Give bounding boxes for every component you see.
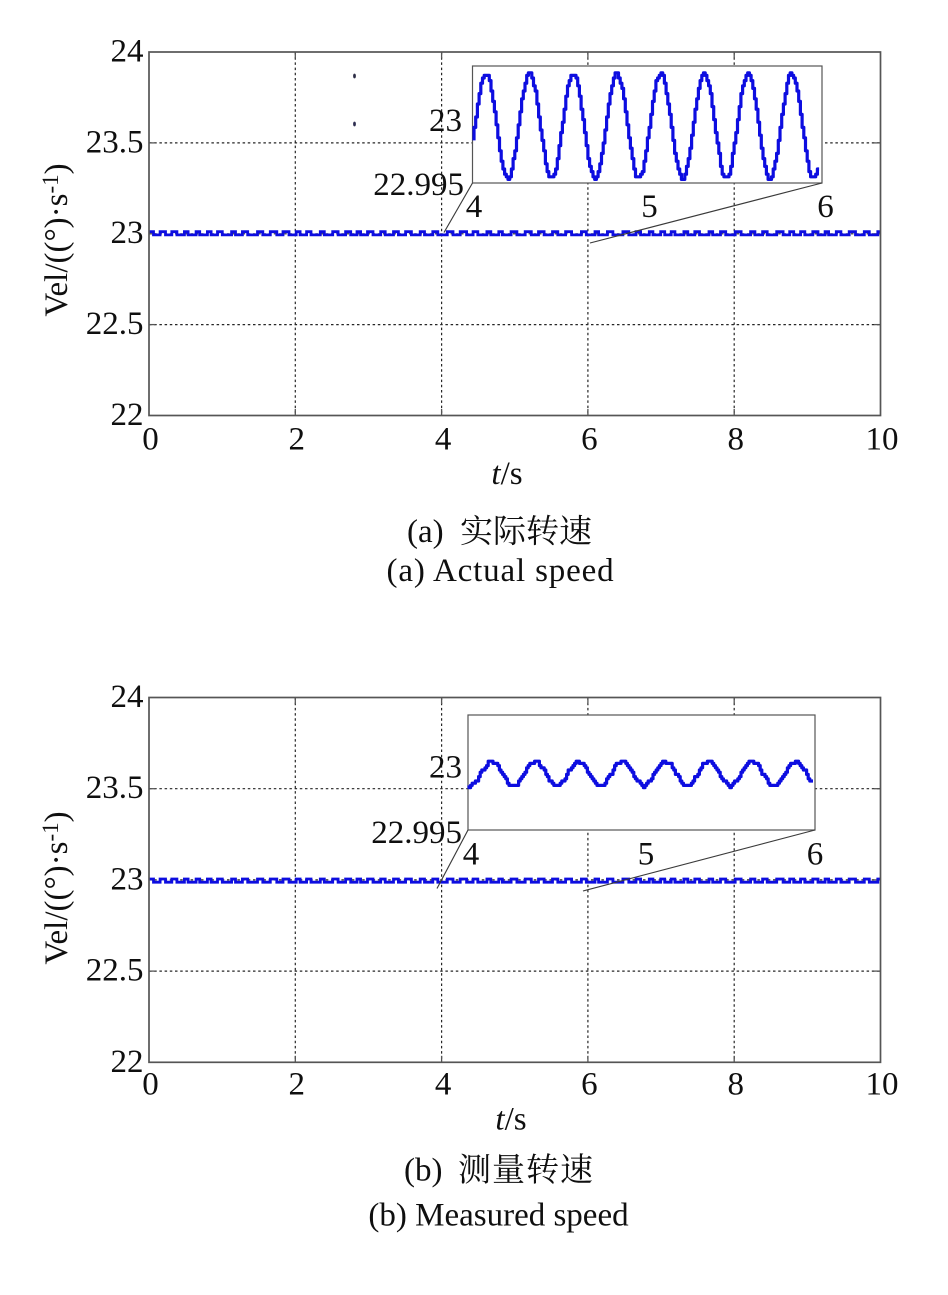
svg-text:22.995: 22.995 xyxy=(371,815,462,851)
svg-text:(b): (b) xyxy=(404,1153,442,1189)
svg-text:22.5: 22.5 xyxy=(86,953,144,989)
svg-text:(b) Measured speed: (b) Measured speed xyxy=(368,1198,629,1234)
svg-text:6: 6 xyxy=(581,1067,598,1103)
svg-text:(a) Actual speed: (a) Actual speed xyxy=(386,553,614,589)
svg-text:0: 0 xyxy=(142,1067,159,1103)
svg-text:23: 23 xyxy=(111,861,144,897)
svg-text:22.995: 22.995 xyxy=(373,167,464,203)
svg-text:5: 5 xyxy=(641,189,658,225)
svg-text:24: 24 xyxy=(111,34,144,70)
svg-text:24: 24 xyxy=(111,679,144,715)
svg-text:t/s: t/s xyxy=(495,1102,526,1138)
svg-text:6: 6 xyxy=(817,189,834,225)
svg-text:8: 8 xyxy=(727,422,744,458)
svg-text:23: 23 xyxy=(111,215,144,251)
svg-text:t/s: t/s xyxy=(491,456,522,492)
svg-text:23: 23 xyxy=(429,750,462,786)
svg-text:6: 6 xyxy=(807,837,824,873)
svg-text:6: 6 xyxy=(581,422,598,458)
svg-text:4: 4 xyxy=(435,422,452,458)
svg-text:2: 2 xyxy=(289,422,306,458)
svg-text:22.5: 22.5 xyxy=(86,306,144,342)
svg-text:5: 5 xyxy=(638,837,655,873)
svg-text:23.5: 23.5 xyxy=(86,124,144,160)
svg-text:23: 23 xyxy=(429,103,462,139)
svg-text:23.5: 23.5 xyxy=(86,770,144,806)
svg-text:10: 10 xyxy=(866,422,899,458)
svg-text:(a): (a) xyxy=(407,514,444,550)
svg-text:8: 8 xyxy=(727,1067,744,1103)
svg-text:4: 4 xyxy=(463,837,480,873)
svg-text:4: 4 xyxy=(435,1067,452,1103)
svg-text:22: 22 xyxy=(111,1044,144,1080)
svg-text:4: 4 xyxy=(466,189,483,225)
svg-text:10: 10 xyxy=(866,1067,899,1103)
svg-text:22: 22 xyxy=(111,397,144,433)
svg-text:0: 0 xyxy=(142,422,159,458)
svg-text:2: 2 xyxy=(289,1067,306,1103)
